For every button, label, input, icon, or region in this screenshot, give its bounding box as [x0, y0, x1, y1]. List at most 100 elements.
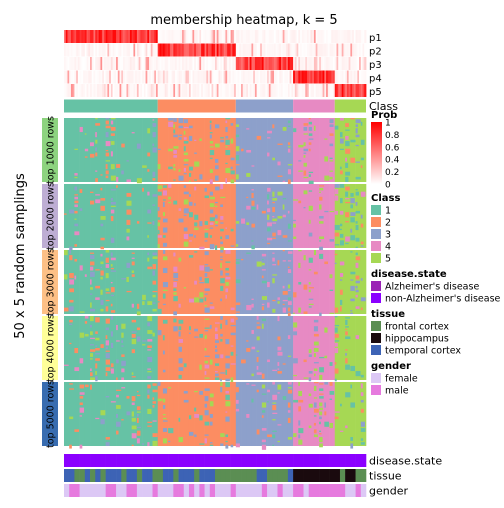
- prob-cell: [359, 57, 362, 70]
- column-base: [308, 382, 315, 446]
- prob-cell: [206, 57, 209, 70]
- mismatch-cell: [293, 374, 297, 377]
- prob-cell: [95, 43, 98, 57]
- mismatch-cell: [105, 150, 109, 152]
- mismatch-cell: [220, 228, 224, 232]
- mismatch-cell: [147, 384, 151, 389]
- mismatch-cell: [345, 176, 349, 182]
- prob-cell: [157, 57, 160, 70]
- mismatch-cell: [204, 318, 210, 320]
- annotation-cell: [303, 454, 310, 467]
- column-base: [246, 250, 252, 314]
- mismatch-cell: [105, 273, 109, 279]
- prob-tick-label: 0.8: [385, 131, 400, 141]
- mismatch-cell: [230, 157, 235, 161]
- prob-cell: [175, 30, 178, 43]
- y-axis-label: 50 x 5 random samplings: [13, 173, 28, 339]
- mismatch-cell: [256, 429, 260, 435]
- column-base: [162, 316, 169, 380]
- mismatch-cell: [256, 336, 260, 341]
- prob-cell: [282, 30, 285, 43]
- prob-cell: [216, 43, 219, 57]
- prob-cell: [81, 84, 84, 97]
- column-base: [303, 382, 310, 446]
- prob-cell: [64, 43, 67, 57]
- mismatch-cell: [100, 299, 104, 306]
- prob-cell: [234, 30, 237, 43]
- mismatch-cell: [152, 178, 156, 181]
- mismatch-cell: [121, 419, 124, 421]
- mismatch-cell: [287, 269, 292, 274]
- prob-cell: [138, 70, 141, 84]
- prob-cell: [150, 30, 153, 43]
- column-base: [209, 316, 216, 380]
- mismatch-cell: [230, 377, 234, 383]
- prob-cell: [190, 30, 193, 43]
- mismatch-cell: [360, 121, 363, 126]
- prob-cell: [220, 57, 223, 70]
- column-base: [287, 184, 294, 248]
- prob-cell: [145, 43, 148, 57]
- mismatch-cell: [110, 201, 116, 205]
- prob-cell: [348, 84, 351, 97]
- prob-cell: [195, 70, 199, 84]
- mismatch-cell: [282, 235, 288, 238]
- slice-4: top 4000 rows: [42, 314, 367, 383]
- mismatch-cell: [157, 185, 163, 190]
- mismatch-cell: [329, 143, 334, 147]
- mismatch-cell: [173, 296, 178, 302]
- mismatch-cell: [204, 232, 209, 238]
- prob-cell: [260, 84, 263, 97]
- mismatch-cell: [329, 289, 334, 291]
- prob-cell: [88, 43, 91, 57]
- mismatch-cell: [90, 266, 94, 271]
- mismatch-cell: [324, 327, 328, 333]
- prob-cell: [194, 43, 197, 57]
- mismatch-cell: [84, 316, 89, 319]
- slice-color-bar: [42, 250, 58, 314]
- prob-cell: [274, 57, 277, 70]
- prob-cell: [282, 43, 285, 57]
- mismatch-cell: [303, 133, 308, 135]
- mismatch-cell: [121, 368, 125, 373]
- mismatch-cell: [162, 405, 166, 409]
- mismatch-cell: [287, 387, 292, 389]
- mismatch-cell: [162, 369, 166, 373]
- mismatch-cell: [100, 246, 104, 250]
- column-base: [329, 250, 336, 314]
- prob-cell: [173, 84, 176, 97]
- prob-cell: [182, 84, 185, 97]
- prob-cell: [133, 43, 136, 57]
- mismatch-cell: [215, 221, 219, 224]
- annotation-cell: [100, 454, 106, 467]
- prob-cell: [135, 84, 138, 97]
- mismatch-cell: [308, 393, 312, 397]
- prob-cell: [128, 57, 131, 70]
- prob-cell: [305, 43, 308, 57]
- mismatch-cell: [319, 204, 322, 210]
- prob-cell: [74, 84, 77, 97]
- prob-cell: [121, 57, 124, 70]
- prob-cell: [83, 30, 86, 43]
- column-base: [256, 250, 263, 314]
- prob-cell: [253, 70, 256, 84]
- prob-cell: [103, 57, 107, 70]
- prob-cell: [147, 70, 150, 84]
- mismatch-cell: [90, 308, 95, 312]
- mismatch-cell: [90, 293, 93, 295]
- prob-cell: [300, 43, 303, 57]
- mismatch-cell: [319, 407, 323, 411]
- column-base: [168, 184, 174, 248]
- mismatch-cell: [173, 164, 176, 167]
- mismatch-cell: [345, 198, 350, 200]
- class-segment-2: [157, 99, 236, 113]
- prob-cell: [355, 84, 358, 97]
- prob-cell: [81, 57, 84, 70]
- prob-cell: [81, 43, 84, 57]
- mismatch-cell: [152, 171, 156, 177]
- prob-cell: [239, 70, 242, 84]
- mismatch-cell: [308, 377, 312, 382]
- mismatch-cell: [126, 179, 131, 182]
- prob-cell: [157, 84, 160, 97]
- prob-cell: [135, 70, 138, 84]
